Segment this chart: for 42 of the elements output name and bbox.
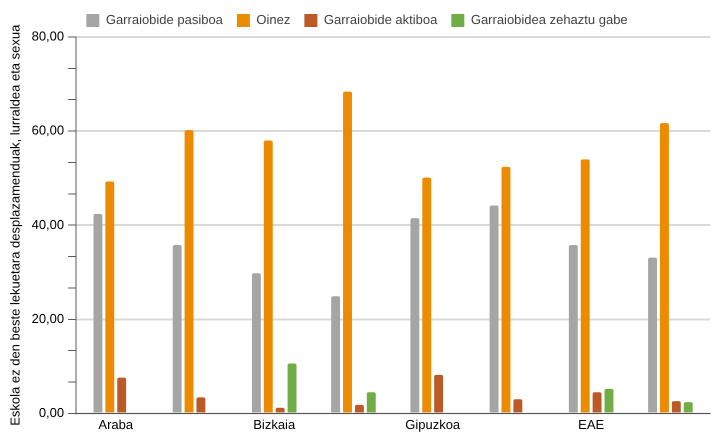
bar	[422, 178, 432, 412]
y-tick-label: 80,00	[32, 28, 64, 44]
bar	[592, 392, 602, 412]
bar	[264, 140, 273, 412]
bar	[580, 159, 590, 412]
bar	[490, 205, 499, 412]
x-tick-label: EAE	[578, 416, 604, 432]
y-tick-label: 20,00	[32, 310, 64, 326]
bar	[568, 244, 578, 412]
legend-label: Garraiobide pasiboa	[106, 12, 224, 28]
bar	[196, 397, 206, 412]
bar	[117, 378, 126, 412]
x-tick-label: Gipuzkoa	[405, 416, 461, 432]
bar	[105, 181, 114, 412]
bar	[366, 392, 376, 412]
y-axis-title: Eskola ez den beste lekuetara desplazamenduak, lurraldea eta sexua	[7, 24, 22, 426]
bar	[502, 166, 510, 412]
bar	[93, 214, 102, 412]
bar	[648, 258, 658, 412]
bar	[684, 402, 693, 412]
legend-label: Oinez	[256, 12, 290, 28]
bar	[184, 130, 194, 412]
bar	[331, 296, 340, 412]
bar	[660, 123, 669, 412]
bar	[343, 92, 352, 412]
x-tick-label: Araba	[98, 416, 134, 432]
bar	[354, 404, 364, 412]
y-tick-label: 0,00	[38, 404, 64, 420]
bar	[410, 218, 420, 412]
bar	[434, 374, 444, 412]
bar	[288, 364, 296, 412]
bar	[513, 399, 522, 412]
bar	[604, 388, 614, 412]
legend-label: Garraiobide aktiboa	[324, 12, 438, 28]
x-tick-label: Bizkaia	[253, 416, 296, 432]
bar	[276, 408, 285, 412]
bar	[172, 244, 182, 412]
y-tick-label: 40,00	[32, 216, 64, 232]
bar	[672, 401, 681, 412]
legend-label: Garraiobidea zehaztu gabe	[470, 12, 628, 28]
bar	[252, 273, 261, 412]
y-tick-label: 60,00	[32, 122, 64, 138]
